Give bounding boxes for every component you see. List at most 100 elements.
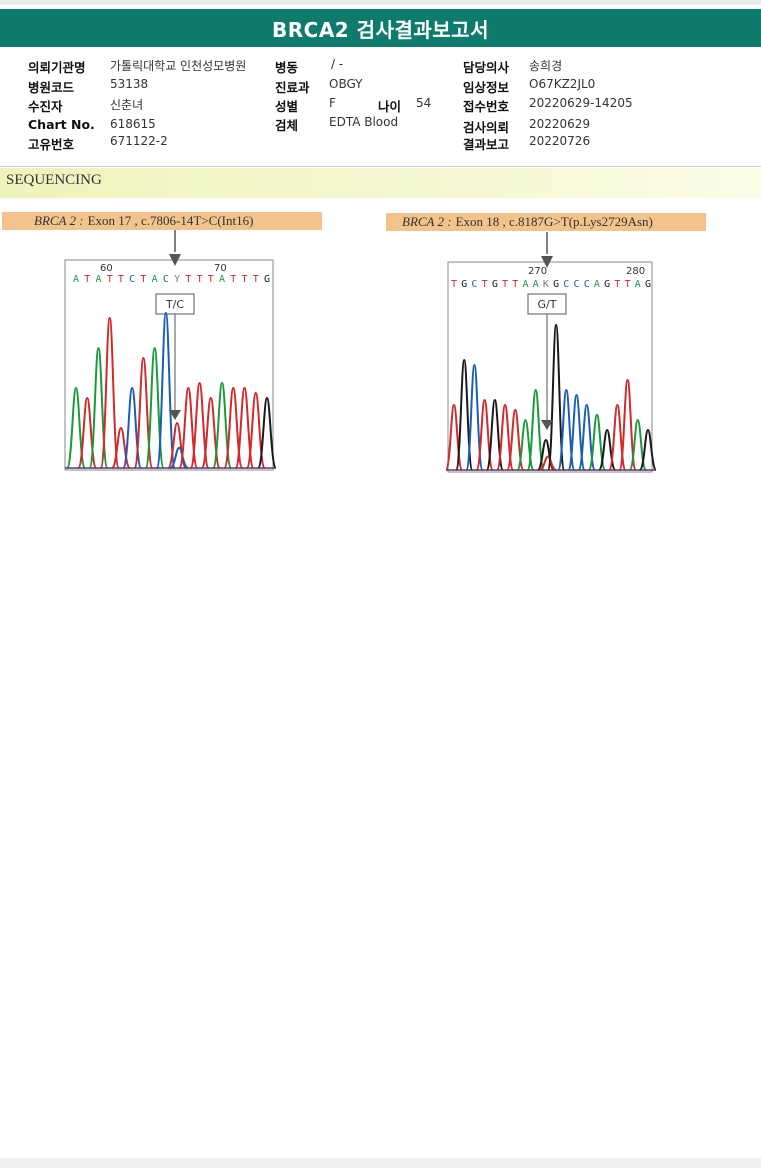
call-label: T/C bbox=[165, 298, 184, 311]
field-label-specimen: 검체 bbox=[275, 118, 299, 133]
trace-peak bbox=[99, 316, 120, 469]
base-letter: A bbox=[95, 274, 101, 285]
base-letter: C bbox=[471, 279, 477, 290]
base-letter: Y bbox=[174, 274, 180, 285]
base-letter: T bbox=[242, 274, 248, 285]
header-divider bbox=[0, 166, 761, 167]
field-value-unique-id: 671122-2 bbox=[110, 134, 168, 148]
field-label-institution: 의뢰기관명 bbox=[28, 60, 86, 75]
sequencing-section-bar bbox=[0, 168, 761, 198]
field-label-chart-no: Chart No. bbox=[28, 117, 95, 132]
base-letter: T bbox=[208, 274, 214, 285]
heterozygous-marker-icon bbox=[169, 410, 181, 420]
field-label-sex: 성별 bbox=[275, 99, 299, 114]
field-label-report-date: 결과보고 bbox=[463, 137, 510, 152]
page-footer-bar bbox=[0, 1158, 761, 1168]
sequencing-title: SEQUENCING bbox=[6, 172, 102, 188]
field-label-unique-id: 고유번호 bbox=[28, 137, 75, 152]
variant-arrow-icon bbox=[169, 254, 181, 266]
trace-peak bbox=[169, 446, 189, 469]
base-letter: T bbox=[614, 279, 620, 290]
base-letter: T bbox=[197, 274, 203, 285]
position-label: 70 bbox=[214, 263, 227, 274]
base-letter: A bbox=[635, 279, 641, 290]
field-value-accession: 20220629-14205 bbox=[529, 96, 633, 110]
field-value-department: OBGY bbox=[329, 77, 363, 91]
base-letter: T bbox=[502, 279, 508, 290]
trace-peak bbox=[155, 311, 176, 469]
base-letter: A bbox=[219, 274, 225, 285]
base-letter: T bbox=[140, 274, 146, 285]
variant-arrow-icon bbox=[541, 256, 553, 268]
base-letter: A bbox=[533, 279, 539, 290]
field-value-clinical-info: O67KZ2JL0 bbox=[529, 77, 596, 91]
base-letter: T bbox=[84, 274, 90, 285]
field-label-request-date: 검사의뢰 bbox=[463, 120, 510, 135]
gene-name: BRCA 2 : bbox=[402, 214, 452, 229]
base-letter: T bbox=[118, 274, 124, 285]
base-letter: G bbox=[492, 279, 498, 290]
report-title: BRCA2 검사결과보고서 bbox=[0, 9, 761, 47]
field-value-sex: F bbox=[329, 96, 336, 110]
position-label: 270 bbox=[528, 266, 547, 277]
base-letter: T bbox=[253, 274, 259, 285]
gene-name: BRCA 2 : bbox=[34, 213, 84, 228]
trace-peak bbox=[526, 388, 545, 471]
field-value-hospital-code: 53138 bbox=[110, 77, 149, 91]
trace-peak bbox=[546, 323, 566, 471]
field-value-request-date: 20220629 bbox=[529, 117, 591, 131]
trace-peak bbox=[638, 428, 656, 471]
field-value-physician: 송희경 bbox=[529, 59, 563, 73]
base-letter: T bbox=[482, 279, 488, 290]
variant-caption-1: BRCA 2 : Exon 17 , c.7806-14T>C(Int16) bbox=[2, 212, 322, 230]
base-letter: T bbox=[230, 274, 236, 285]
field-value-age: 54 bbox=[416, 96, 432, 110]
base-letter: G bbox=[264, 274, 270, 285]
position-label: 60 bbox=[100, 263, 113, 274]
heterozygous-marker-icon bbox=[541, 420, 553, 430]
field-value-specimen: EDTA Blood bbox=[329, 115, 399, 129]
variant-description: Exon 18 , c.8187G>T(p.Lys2729Asn) bbox=[455, 214, 653, 229]
field-label-accession: 접수번호 bbox=[463, 99, 510, 114]
base-letter: T bbox=[107, 274, 113, 285]
field-label-age: 나이 bbox=[378, 99, 402, 114]
position-label: 280 bbox=[626, 266, 645, 277]
field-label-hospital-code: 병원코드 bbox=[28, 80, 75, 95]
base-letter: C bbox=[163, 274, 169, 285]
base-letter: T bbox=[625, 279, 631, 290]
field-label-department: 진료과 bbox=[275, 80, 310, 95]
base-letter: C bbox=[129, 274, 135, 285]
base-letter: G bbox=[604, 279, 610, 290]
trace-peak bbox=[539, 455, 557, 471]
field-value-chart-no: 618615 bbox=[110, 117, 156, 131]
field-label-physician: 담당의사 bbox=[463, 60, 510, 75]
field-value-patient: 신춘녀 bbox=[110, 98, 144, 112]
call-label: G/T bbox=[538, 298, 557, 311]
trace-peaks bbox=[64, 311, 276, 469]
variant-caption-2: BRCA 2 : Exon 18 , c.8187G>T(p.Lys2729As… bbox=[386, 213, 706, 231]
top-rule bbox=[0, 0, 761, 5]
variant-description: Exon 17 , c.7806-14T>C(Int16) bbox=[87, 213, 254, 228]
base-letter: A bbox=[73, 274, 79, 285]
base-letter: C bbox=[574, 279, 580, 290]
trace-peak bbox=[618, 378, 637, 471]
base-letter: T bbox=[512, 279, 518, 290]
trace-peak bbox=[257, 396, 276, 469]
base-letter: G bbox=[461, 279, 467, 290]
base-letter: A bbox=[522, 279, 528, 290]
trace-peaks bbox=[446, 323, 656, 471]
base-letter: T bbox=[451, 279, 457, 290]
base-letter: A bbox=[594, 279, 600, 290]
field-label-ward: 병동 bbox=[275, 60, 299, 75]
base-letter: G bbox=[645, 279, 651, 290]
base-letter: C bbox=[584, 279, 590, 290]
field-value-report-date: 20220726 bbox=[529, 134, 591, 148]
base-letter: A bbox=[152, 274, 158, 285]
base-letter: T bbox=[185, 274, 191, 285]
field-value-ward: / - bbox=[331, 57, 344, 71]
field-label-clinical-info: 임상정보 bbox=[463, 80, 510, 95]
